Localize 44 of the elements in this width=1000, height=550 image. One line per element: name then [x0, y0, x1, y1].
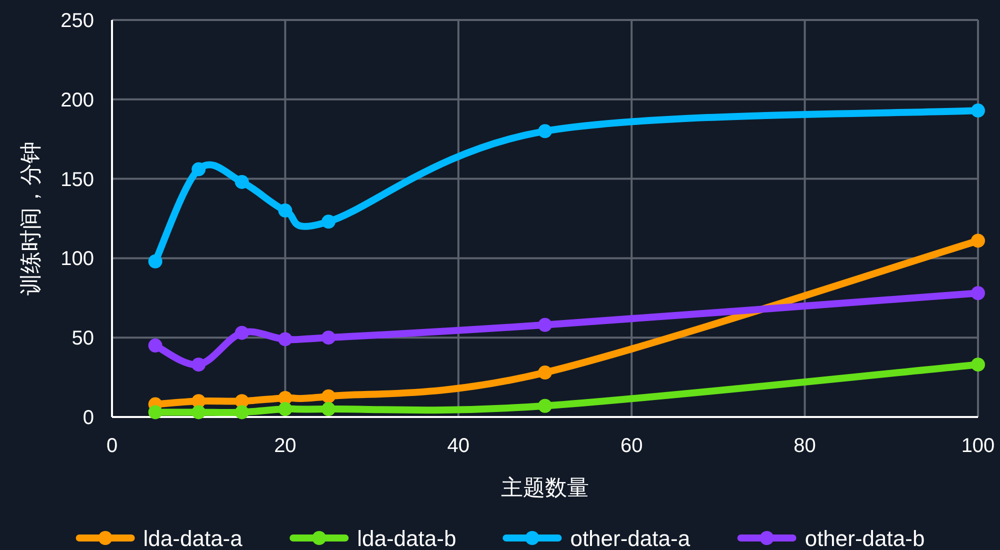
x-tick-label: 40: [447, 435, 470, 457]
x-tick-label: 20: [274, 435, 296, 457]
point: [322, 214, 336, 229]
y-tick-label: 200: [60, 89, 94, 112]
x-tick-label: 0: [106, 435, 118, 457]
legend-label: lda-data-b: [357, 526, 456, 550]
point: [538, 398, 552, 413]
legend-label: lda-data-a: [143, 526, 244, 550]
legend-label: other-data-b: [804, 526, 925, 550]
point: [278, 204, 292, 218]
x-tick-label: 60: [620, 435, 643, 457]
point: [278, 402, 292, 416]
x-axis-title: 主题数量: [501, 475, 589, 500]
y-tick-label: 100: [60, 248, 94, 270]
x-tick-label: 100: [961, 435, 995, 457]
point: [322, 389, 336, 404]
point: [971, 104, 985, 118]
y-tick-label: 50: [72, 328, 94, 350]
point: [234, 326, 249, 340]
x-tick-label: 80: [794, 435, 816, 457]
y-tick-label: 250: [60, 10, 94, 32]
legend-label: other-data-a: [570, 526, 691, 550]
point: [148, 405, 162, 420]
point: [192, 162, 206, 176]
point: [148, 338, 162, 353]
point: [322, 330, 336, 345]
y-tick-label: 0: [82, 407, 94, 429]
point: [971, 286, 985, 300]
point: [278, 332, 292, 346]
y-tick-label: 150: [60, 168, 94, 191]
point: [322, 402, 336, 416]
point: [234, 405, 249, 420]
point: [538, 366, 552, 380]
point: [192, 358, 206, 372]
point: [192, 394, 206, 408]
point: [192, 405, 206, 420]
y-axis-title: 训练时间，分钟: [18, 142, 43, 296]
point: [234, 394, 249, 408]
point: [538, 318, 552, 332]
point: [234, 174, 249, 189]
point: [148, 254, 162, 268]
point: [971, 358, 985, 372]
point: [538, 124, 552, 138]
point: [971, 234, 985, 248]
